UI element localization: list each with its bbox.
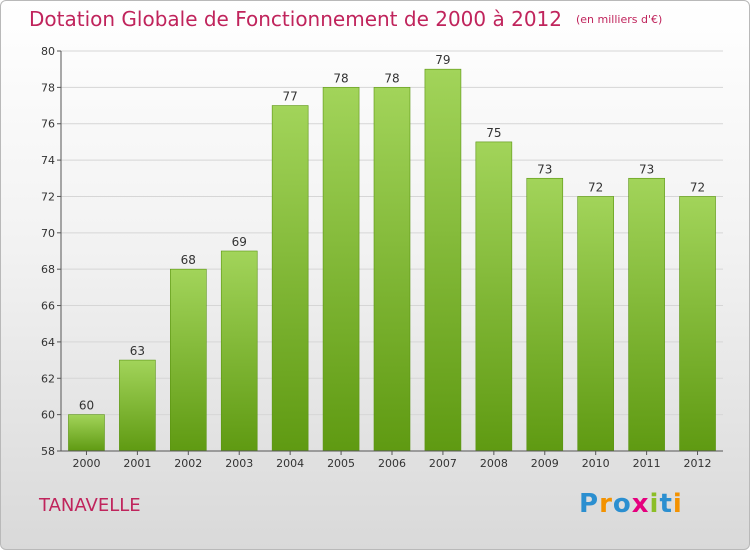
bar-value-label: 78 xyxy=(384,71,399,85)
x-tick-label: 2010 xyxy=(582,457,610,470)
chart-title-text: Dotation Globale de Fonctionnement de 20… xyxy=(29,7,562,31)
x-tick-label: 2001 xyxy=(123,457,151,470)
bar-value-label: 79 xyxy=(435,53,450,67)
x-tick-label: 2003 xyxy=(225,457,253,470)
logo-letter: t xyxy=(659,489,673,519)
y-tick-label: 72 xyxy=(41,190,55,203)
bar xyxy=(526,177,564,452)
bar-value-label: 73 xyxy=(639,162,654,176)
bar-value-label: 75 xyxy=(486,126,501,140)
bar-value-label: 68 xyxy=(181,253,196,267)
axes: 58 60 62 64 66 68 70 72 74 76 78 80 2000 2001 2002 2003… xyxy=(41,45,723,470)
bar xyxy=(475,141,513,452)
logo-letter: o xyxy=(612,489,632,519)
bar xyxy=(170,268,207,452)
x-tick-label: 2006 xyxy=(378,457,406,470)
x-tick-label: 2000 xyxy=(72,457,100,470)
y-tick-label: 64 xyxy=(41,336,55,349)
commune-name: TANAVELLE xyxy=(39,495,141,516)
x-tick-label: 2002 xyxy=(174,457,202,470)
y-tick-label: 62 xyxy=(41,372,55,385)
y-tick-label: 70 xyxy=(41,227,55,240)
y-tick-label: 76 xyxy=(41,118,55,131)
y-tick-label: 78 xyxy=(41,81,55,94)
bar xyxy=(577,196,614,452)
y-tick-label: 60 xyxy=(41,409,55,422)
x-tick-label: 2004 xyxy=(276,457,304,470)
x-tick-label: 2007 xyxy=(429,457,457,470)
bars: 60 63 68 69 77 78 78 79 75 73 72 73 72 xyxy=(68,53,716,452)
bar-value-label: 73 xyxy=(537,162,552,176)
chart-title: Dotation Globale de Fonctionnement de 20… xyxy=(29,7,662,31)
logo-letter: i xyxy=(672,489,683,519)
proxiti-logo: Proxiti xyxy=(579,489,683,519)
y-tick-label: 58 xyxy=(41,445,55,458)
bar-value-label: 69 xyxy=(232,235,247,249)
bar xyxy=(220,250,258,452)
bar-value-label: 77 xyxy=(283,90,298,104)
bar-value-label: 72 xyxy=(690,180,705,194)
bar xyxy=(322,87,360,452)
logo-letter: x xyxy=(631,489,650,519)
y-tick-label: 74 xyxy=(41,154,55,167)
bar-value-label: 63 xyxy=(130,344,145,358)
x-tick-label: 2008 xyxy=(480,457,508,470)
bar xyxy=(373,87,411,452)
x-tick-label: 2009 xyxy=(531,457,559,470)
logo-letter: P xyxy=(579,489,600,519)
bar-value-label: 72 xyxy=(588,180,603,194)
logo-letter: r xyxy=(599,489,613,519)
y-tick-label: 80 xyxy=(41,45,55,58)
chart-subtitle: (en milliers d'€) xyxy=(576,13,663,26)
logo-letter: i xyxy=(649,489,660,519)
bar xyxy=(679,196,716,452)
bar-value-label: 60 xyxy=(79,399,94,413)
bar-value-label: 78 xyxy=(333,71,348,85)
bar xyxy=(628,177,665,452)
bar xyxy=(68,414,105,452)
x-tick-label: 2005 xyxy=(327,457,355,470)
x-tick-label: 2012 xyxy=(684,457,712,470)
bar xyxy=(424,68,462,452)
bar xyxy=(271,105,309,452)
y-tick-label: 68 xyxy=(41,263,55,276)
y-tick-label: 66 xyxy=(41,300,55,313)
x-tick-label: 2011 xyxy=(633,457,661,470)
bar xyxy=(119,359,156,452)
